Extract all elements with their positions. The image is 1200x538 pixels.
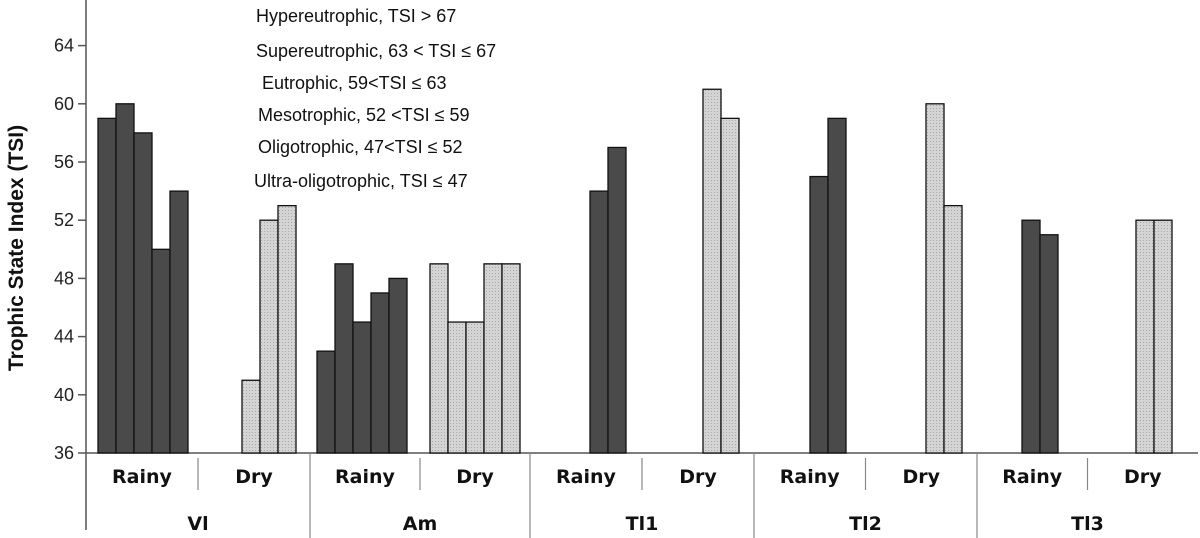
y-tick-label: 48 [54, 268, 74, 288]
y-tick-label: 36 [54, 443, 74, 463]
bar-tl3-dry-1 [1135, 219, 1155, 454]
bar-vl-rainy-2 [115, 103, 135, 454]
season-label: Dry [902, 466, 940, 488]
bar-vl-rainy-3 [133, 132, 153, 454]
site-label-tl2: Tl2 [849, 513, 882, 535]
y-tick-label: 44 [54, 327, 74, 347]
season-label: Rainy [335, 466, 395, 488]
site-label-tl1: Tl1 [626, 513, 659, 535]
legend-entry: Eutrophic, 59<TSI ≤ 63 [262, 73, 446, 93]
bar-vl-dry-3 [277, 204, 297, 454]
bar-vl-rainy-5 [169, 190, 189, 454]
season-label: Rainy [780, 466, 840, 488]
y-tick-label: 64 [54, 36, 74, 56]
season-label: Rainy [112, 466, 172, 488]
legend-entry: Supereutrophic, 63 < TSI ≤ 67 [256, 41, 496, 61]
season-label: Dry [679, 466, 717, 488]
bar-vl-rainy-4 [151, 248, 171, 454]
bar-am-rainy-4 [370, 292, 390, 454]
season-label: Dry [456, 466, 494, 488]
bar-vl-dry-2 [259, 219, 279, 454]
y-axis-title: Trophic State Index (TSI) [5, 125, 28, 371]
bar-tl3-rainy-2 [1039, 234, 1059, 454]
bar-tl2-dry-1 [925, 103, 945, 454]
bar-tl1-rainy-2 [607, 146, 627, 454]
bar-tl3-rainy-1 [1021, 219, 1041, 454]
bar-am-rainy-5 [388, 277, 408, 454]
bar-tl3-dry-2 [1153, 219, 1173, 454]
bar-am-rainy-2 [334, 263, 354, 454]
bar-vl-rainy-1 [97, 117, 117, 454]
bar-am-rainy-3 [352, 321, 372, 454]
legend-entry: Oligotrophic, 47<TSI ≤ 52 [258, 137, 463, 157]
bar-tl2-rainy-2 [827, 117, 847, 454]
bar-series [97, 88, 1173, 454]
y-tick-label: 52 [54, 210, 74, 230]
bar-vl-dry-1 [241, 379, 261, 454]
bar-am-dry-1 [429, 263, 449, 454]
bar-am-rainy-1 [316, 350, 336, 454]
y-tick-label: 40 [54, 385, 74, 405]
bar-am-dry-2 [447, 321, 467, 454]
trophic-state-legend: Hypereutrophic, TSI > 67 Supereutrophic, … [254, 6, 496, 191]
bar-am-dry-4 [483, 263, 503, 454]
bar-tl1-dry-2 [720, 117, 740, 454]
bar-tl2-dry-2 [943, 204, 963, 454]
season-label: Rainy [1002, 466, 1062, 488]
season-label: Dry [1124, 466, 1162, 488]
y-tick-label: 56 [54, 152, 74, 172]
legend-entry: Ultra-oligotrophic, TSI ≤ 47 [254, 171, 468, 191]
site-label-vl: Vl [187, 513, 208, 535]
bar-tl1-rainy-1 [589, 190, 609, 454]
bar-am-dry-5 [501, 263, 521, 454]
legend-entry: Mesotrophic, 52 <TSI ≤ 59 [258, 105, 469, 125]
bar-tl1-dry-1 [702, 88, 722, 454]
site-label-tl3: Tl3 [1071, 513, 1104, 535]
bar-tl2-rainy-1 [809, 175, 829, 454]
site-label-am: Am [403, 513, 438, 535]
x-axis-labels: Rainy Dry Vl Rainy Dry Am Rainy Dry Tl1 Rainy Dry T… [112, 466, 1162, 535]
bar-am-dry-3 [465, 321, 485, 454]
y-tick-label: 60 [54, 94, 74, 114]
season-label: Rainy [556, 466, 616, 488]
legend-entry: Hypereutrophic, TSI > 67 [256, 6, 456, 26]
season-label: Dry [235, 466, 273, 488]
